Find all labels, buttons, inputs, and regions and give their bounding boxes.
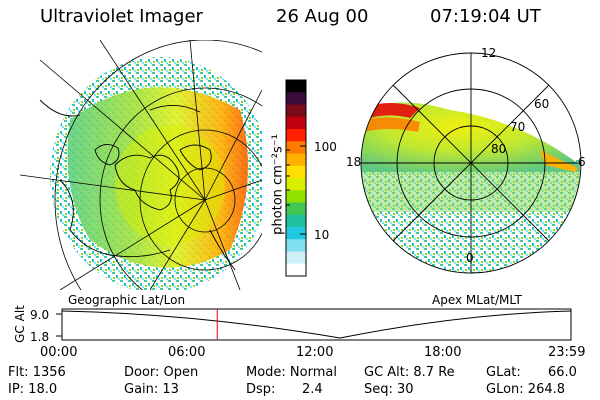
altitude-ytick-1.8: 1.8: [30, 330, 50, 344]
colorbar-tick-10: 10: [314, 228, 330, 242]
colorbar-swatch: [286, 178, 306, 191]
date-label: 26 Aug 00: [276, 6, 369, 27]
info-dsp-value: 2.4: [302, 382, 323, 397]
xtick-0600: 06:00: [168, 345, 206, 360]
altitude-plot: [56, 308, 572, 341]
xtick-1200: 12:00: [296, 345, 334, 360]
apex-polar-map: [360, 52, 582, 274]
xtick-1800: 18:00: [424, 345, 462, 360]
info-gain: Gain: 13: [124, 382, 179, 397]
instrument-title: Ultraviolet Imager: [40, 6, 203, 27]
colorbar-ticks: [286, 145, 306, 235]
colorbar-swatch: [286, 129, 306, 142]
colorbar-frame: [285, 79, 307, 277]
colorbar-swatch: [286, 141, 306, 154]
mlt-label-6: 6: [578, 155, 586, 169]
info-ip: IP: 18.0: [8, 382, 58, 397]
colorbar-swatch: [286, 214, 306, 228]
colorbar-swatch: [286, 251, 306, 265]
colorbar-swatch: [286, 239, 306, 252]
colorbar-swatch: [286, 104, 306, 118]
apex-caption: Apex MLat/MLT: [432, 293, 522, 307]
geographic-caption: Geographic Lat/Lon: [68, 293, 186, 307]
colorbar-swatch: [286, 80, 306, 93]
altitude-ylabel: GC Alt: [13, 305, 27, 343]
colorbar-tick-100: 100: [314, 140, 337, 154]
info-flt: Flt: 1356: [8, 365, 66, 380]
info-glon: GLon: 264.8: [486, 382, 566, 397]
info-gc-alt: GC Alt: 8.7 Re: [364, 365, 455, 380]
mlat-label-80: 80: [491, 142, 507, 156]
colorbar-swatch: [286, 227, 306, 240]
geographic-map: [20, 40, 262, 290]
colorbar-swatch: [286, 92, 306, 105]
altitude-ytick-9: 9.0: [30, 308, 50, 322]
color-scale-bar: [285, 79, 307, 277]
time-label: 07:19:04 UT: [430, 6, 541, 27]
colorbar-swatch: [286, 116, 306, 130]
colorbar-swatch: [286, 263, 306, 277]
xtick-2359: 23:59: [548, 345, 586, 360]
colorbar-swatch: [286, 153, 306, 167]
mlat-label-60: 60: [534, 97, 550, 111]
colorbar-unit-label: photon cm⁻²s⁻¹: [270, 134, 286, 235]
info-glat-value: 66.0: [548, 365, 577, 380]
mlt-label-12: 12: [481, 46, 497, 60]
info-door: Door: Open: [124, 365, 199, 380]
mlt-label-0: 0: [466, 251, 474, 265]
info-seq: Seq: 30: [364, 382, 414, 397]
mlat-label-70: 70: [510, 120, 526, 134]
info-mode: Mode: Normal: [246, 365, 337, 380]
colorbar-swatch: [286, 202, 306, 216]
info-dsp-label: Dsp:: [246, 382, 276, 397]
colorbar-swatch: [286, 190, 306, 203]
colorbar-swatch: [286, 165, 306, 179]
mlt-label-18: 18: [346, 155, 362, 169]
xtick-0000: 00:00: [40, 345, 78, 360]
info-glat-label: GLat:: [486, 365, 521, 380]
